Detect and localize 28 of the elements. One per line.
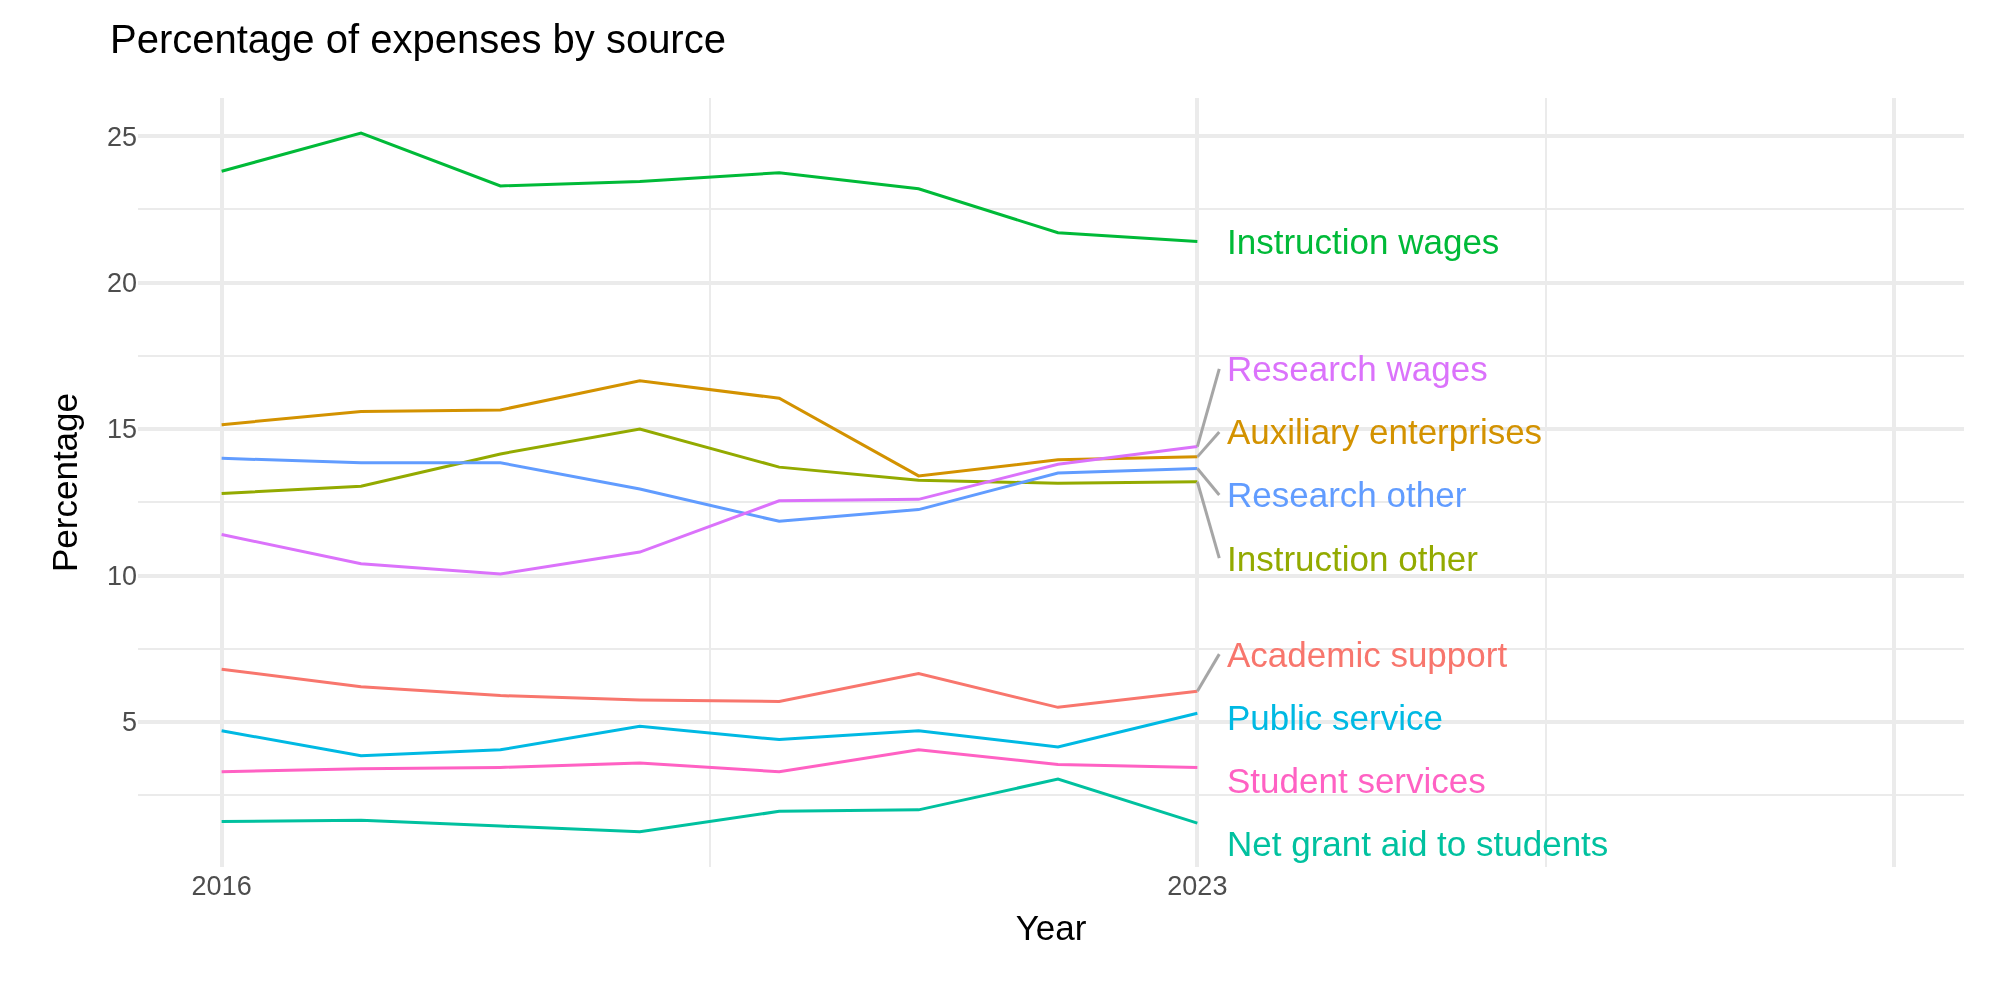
series-label: Student services (1227, 761, 1486, 800)
line-series (220, 131, 1199, 244)
y-tick-label: 5 (121, 707, 137, 738)
line-series (220, 456, 1199, 523)
y-tick-label: 25 (106, 121, 137, 152)
x-tick-label: 2016 (191, 871, 252, 901)
line-series (220, 777, 1199, 834)
y-axis-title: Percentage (45, 392, 85, 573)
y-tick-label: 15 (106, 414, 137, 445)
series-label: Instruction other (1227, 539, 1479, 578)
series-label: Instruction wages (1227, 222, 1500, 261)
chart-title: Percentage of expenses by source (110, 17, 726, 61)
line-series (220, 445, 1199, 576)
x-tick-label: 2023 (1167, 871, 1228, 901)
series-label: Auxiliary enterprises (1227, 412, 1543, 451)
y-tick-label: 10 (106, 560, 137, 591)
line-series (220, 748, 1199, 774)
series-label: Research wages (1227, 349, 1488, 388)
y-tick-label: 20 (106, 268, 137, 299)
series-label: Net grant aid to students (1227, 824, 1609, 863)
line-series (220, 711, 1199, 758)
line-series (220, 379, 1199, 478)
series-label: Public service (1227, 698, 1443, 737)
series-label: Research other (1227, 475, 1467, 514)
series-label: Academic support (1227, 635, 1508, 674)
x-axis-title: Year (1015, 908, 1087, 947)
line-series (220, 427, 1199, 495)
line-series (220, 667, 1199, 709)
